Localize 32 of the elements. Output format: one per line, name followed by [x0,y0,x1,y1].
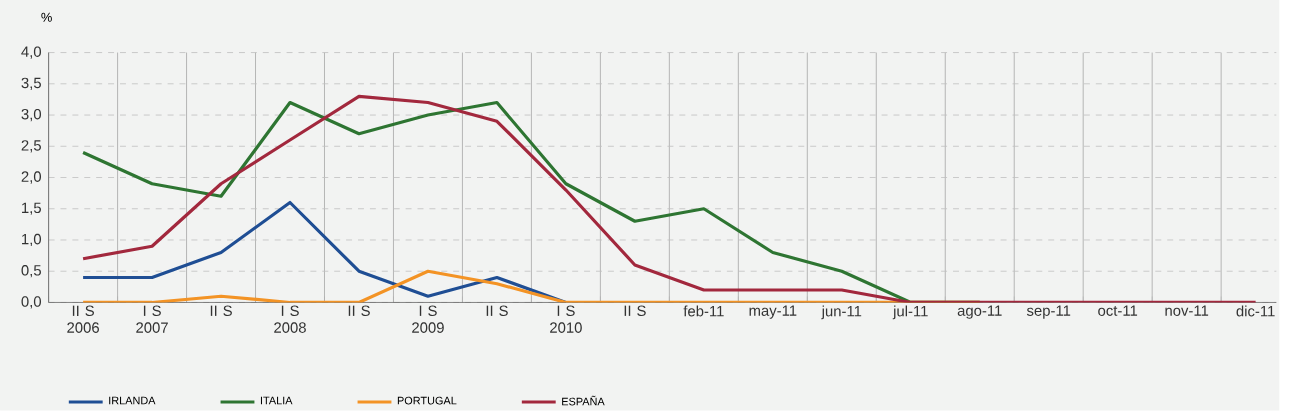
x-tick-label: jun-11 [821,305,862,320]
y-tick-label: 1,5 [22,202,41,215]
x-tick-label: II S [486,305,508,316]
x-tick-label: dic-11 [1236,305,1275,317]
x-tick-label: sep-11 [1026,305,1071,319]
x-tick-label: nov-11 [1165,305,1209,316]
y-tick-label: 0,5 [21,264,41,278]
y-tick-label: 0,0 [21,296,42,309]
y-tick-label: 2,0 [21,171,42,184]
legend-label: IRLANDA [109,396,156,405]
y-tick-label: 4,0 [21,46,42,59]
y-axis-title: % [41,12,52,22]
y-tick-label: 3,5 [21,77,41,90]
x-tick-label: II S [624,305,646,316]
legend-label: ESPAÑA [562,395,605,406]
x-tick-label: feb-11 [683,305,724,317]
x-tick-label: jul-11 [892,305,928,320]
x-tick-label: I S 2009 [412,305,444,333]
y-tick-label: 1,0 [22,233,42,247]
x-tick-label: I S 2008 [274,305,306,333]
x-tick-label: II S [210,305,232,316]
legend-label: PORTUGAL [397,396,457,405]
x-tick-label: may-11 [749,305,797,319]
x-tick-label: ago-11 [957,305,1002,319]
x-tick-label: oct-11 [1098,305,1138,316]
x-tick-label: II S [348,305,370,316]
x-tick-label: I S 2007 [136,305,168,333]
y-tick-label: 2,5 [21,140,41,153]
x-tick-label: I S 2010 [550,305,582,333]
x-tick-label: II S 2006 [67,305,99,333]
legend-label: ITALIA [260,396,293,405]
y-tick-label: 3,0 [21,108,42,122]
